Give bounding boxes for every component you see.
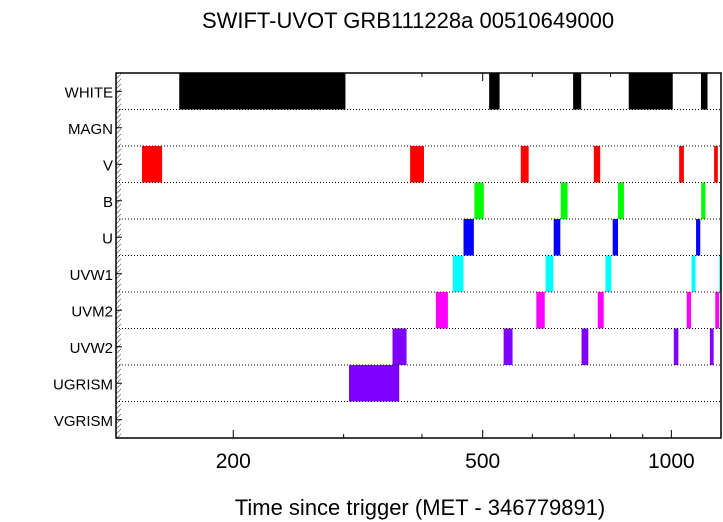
exposure-bar-v-5 [679,146,684,183]
exposure-bar-u-4 [696,219,701,256]
exposure-bar-uvw1-4 [691,255,696,292]
exposure-bar-uvw2-5 [709,328,714,365]
exposure-bar-white-3 [573,73,582,110]
exposure-bar-v-3 [520,146,529,183]
row-label-vgrism: VGRISM [54,413,113,430]
exposure-bar-uvm2-2 [536,292,545,329]
exposure-bar-v-2 [410,146,424,183]
row-label-v: V [103,157,113,174]
exposure-bar-ugrism-1 [349,365,400,402]
exposure-bar-uvw2-2 [503,328,513,365]
exposure-bar-uvw1-3 [605,255,612,292]
exposure-bar-v-4 [593,146,601,183]
exposure-bar-uvw2-1 [392,328,407,365]
exposure-bar-b-3 [618,182,624,219]
exposure-bar-white-4 [628,73,673,110]
exposure-bar-white-2 [489,73,500,110]
row-label-uvw2: UVW2 [70,340,113,357]
row-label-white: WHITE [65,84,113,101]
left-hatch-strip [116,73,121,438]
plot-frame [115,72,722,439]
row-label-b: B [103,194,113,211]
exposure-bar-uvm2-4 [686,292,692,329]
exposure-bar-uvm2-1 [435,292,448,329]
exposure-bar-uvm2-5 [715,292,720,329]
exposure-bar-u-2 [553,219,561,256]
x-tick-label-1000: 1000 [648,450,695,473]
plot-area: WHITE MAGN V B U UVW1 UVM2 UVW2 UGRISM VGRISM 200 5… [53,72,722,473]
exposure-bar-uvw2-4 [673,328,679,365]
x-tick-label-500: 500 [465,450,500,473]
exposure-bar-b-1 [474,182,484,219]
exposure-bar-u-1 [463,219,474,256]
row-label-uvw1: UVW1 [70,267,113,284]
row-label-ugrism: UGRISM [53,376,113,393]
exposure-bar-b-4 [701,182,706,219]
exposure-bar-uvw1-5 [719,255,721,292]
exposure-bar-v-6 [714,146,718,183]
row-label-u: U [102,230,113,247]
exposure-bar-u-3 [612,219,619,256]
row-label-uvm2: UVM2 [71,303,113,320]
x-tick-label-200: 200 [216,450,251,473]
exposure-bar-white-5 [701,73,708,110]
exposure-bar-uvm2-3 [597,292,604,329]
row-label-magn: MAGN [68,121,113,138]
exposure-bar-white-1 [179,73,346,110]
exposure-bar-uvw1-2 [545,255,554,292]
exposure-bar-v-1 [141,146,163,183]
exposure-bar-b-2 [560,182,568,219]
x-axis-label: Time since trigger (MET - 346779891) [235,495,606,520]
exposure-bar-uvw1-1 [452,255,464,292]
exposure-bar-uvw2-3 [581,328,589,365]
chart-title: SWIFT-UVOT GRB111228a 00510649000 [202,8,614,33]
